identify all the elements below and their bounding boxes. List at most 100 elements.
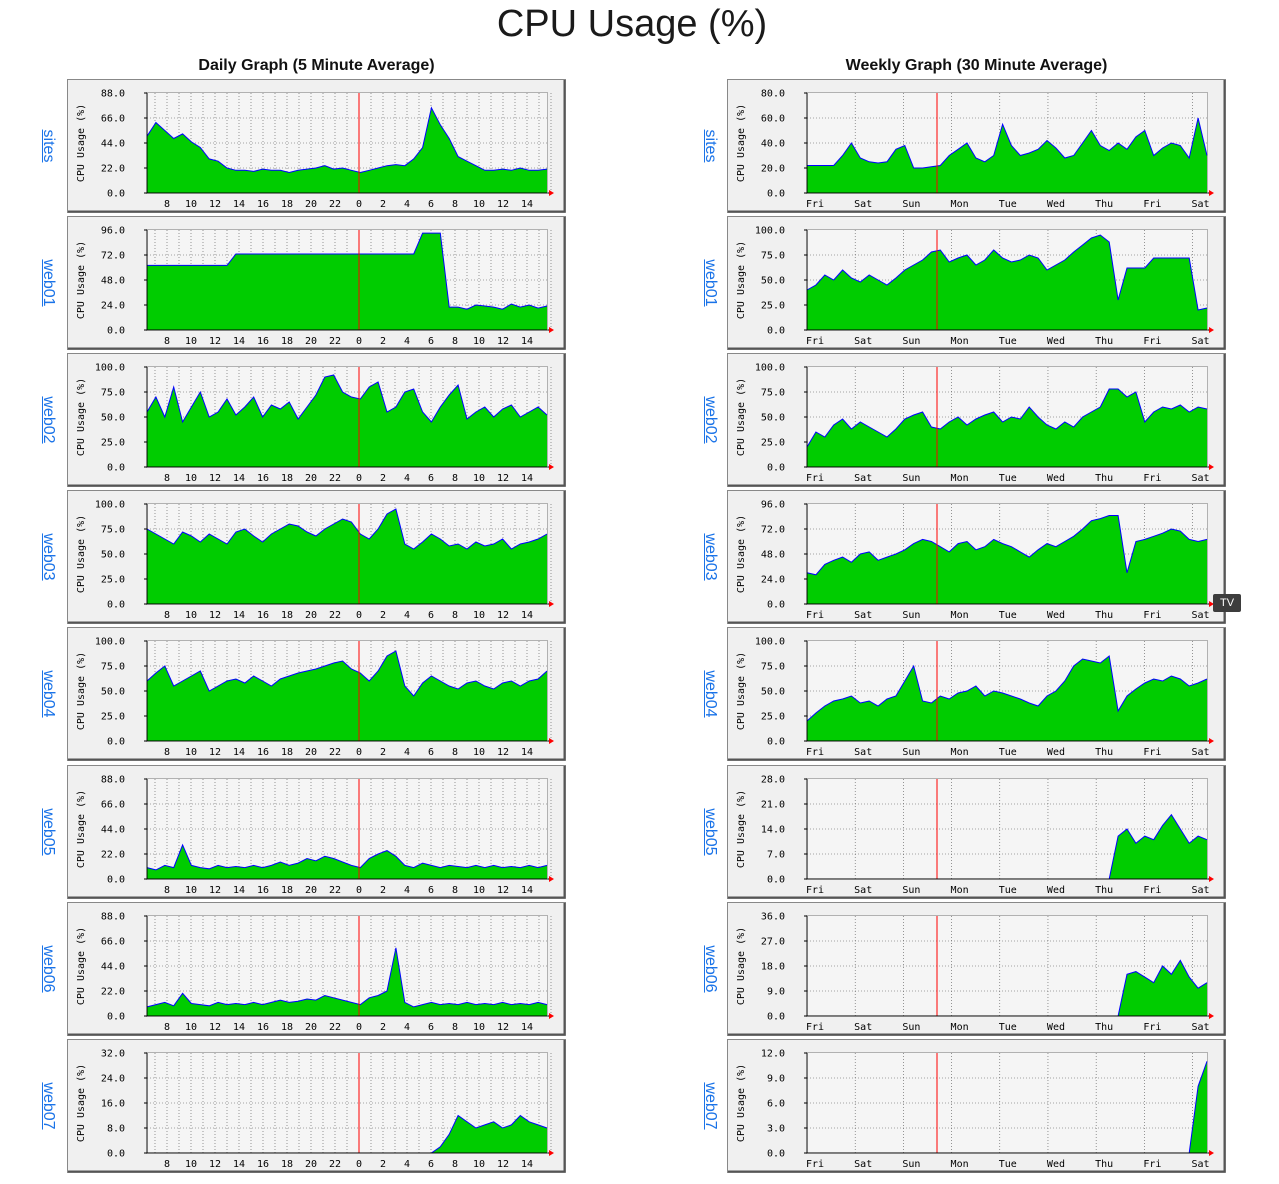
tv-badge[interactable]: TV <box>1213 594 1241 612</box>
host-link[interactable]: web01 <box>702 259 719 307</box>
y-tick-label: 28.0 <box>761 775 785 786</box>
host-link[interactable]: sites <box>702 129 719 163</box>
y-tick-label: 0.0 <box>767 1149 785 1160</box>
host-link[interactable]: web02 <box>702 396 719 444</box>
x-tick-label: 2 <box>380 1159 386 1170</box>
x-tick-label: 16 <box>257 473 269 484</box>
host-link[interactable]: web04 <box>40 670 57 718</box>
sites-daily-host-label: sites <box>38 116 58 176</box>
web07-weekly-host-label: web07 <box>700 1076 720 1136</box>
host-link[interactable]: web03 <box>702 533 719 581</box>
web06-daily-graph: 88.0 66.0 44.0 22.0 0.0 CPU Usage (%) 8 10 12 14 1… <box>67 902 566 1036</box>
x-tick-label: Fri <box>1143 199 1161 210</box>
x-tick-label: Sun <box>902 473 920 484</box>
web05-daily-host-label: web05 <box>38 802 58 862</box>
x-axis-arrow <box>1209 327 1214 333</box>
y-tick-label: 32.0 <box>101 1049 125 1060</box>
x-tick-label: Thu <box>1095 199 1113 210</box>
x-tick-label: 18 <box>281 336 293 347</box>
y-tick-label: 0.0 <box>767 875 785 886</box>
x-tick-label: Wed <box>1047 473 1065 484</box>
x-tick-label: 8 <box>452 1022 458 1033</box>
y-axis-label: CPU Usage (%) <box>76 790 87 868</box>
sites-weekly-graph: 80.0 60.0 40.0 20.0 0.0 CPU Usage (%) Fri Sat Su… <box>727 79 1226 213</box>
web03-weekly-graph: 96.0 72.0 48.0 24.0 0.0 CPU Usage (%) Fri Sat Su… <box>727 490 1226 624</box>
host-link[interactable]: web04 <box>702 670 719 718</box>
host-link[interactable]: web06 <box>702 945 719 993</box>
x-tick-label: 20 <box>305 610 317 621</box>
x-tick-label: 14 <box>521 1159 533 1170</box>
x-axis-arrow <box>549 601 554 607</box>
y-tick-label: 50.0 <box>761 687 785 698</box>
y-axis-label: CPU Usage (%) <box>76 652 87 730</box>
x-tick-label: Sat <box>1192 1022 1210 1033</box>
x-tick-label: 0 <box>356 610 362 621</box>
x-tick-label: Mon <box>951 199 969 210</box>
x-tick-label: 14 <box>233 199 245 210</box>
x-tick-label: 22 <box>329 336 341 347</box>
y-tick-label: 24.0 <box>761 575 785 586</box>
y-tick-label: 25.0 <box>761 712 785 723</box>
y-tick-label: 25.0 <box>761 301 785 312</box>
x-tick-label: 20 <box>305 747 317 758</box>
y-tick-label: 44.0 <box>101 139 125 150</box>
x-tick-label: Sat <box>854 199 872 210</box>
x-tick-label: 8 <box>164 747 170 758</box>
x-tick-label: 14 <box>521 199 533 210</box>
host-link[interactable]: web01 <box>40 259 57 307</box>
cpu-area-series <box>147 509 547 604</box>
x-tick-label: 18 <box>281 610 293 621</box>
cpu-area-series <box>807 656 1207 741</box>
y-tick-label: 25.0 <box>761 438 785 449</box>
y-axis-label: CPU Usage (%) <box>736 1064 747 1142</box>
cpu-area-series <box>147 947 547 1016</box>
x-tick-label: 10 <box>473 610 485 621</box>
host-link[interactable]: web07 <box>702 1082 719 1130</box>
y-tick-label: 75.0 <box>761 251 785 262</box>
y-axis-label: CPU Usage (%) <box>736 241 747 319</box>
cpu-line-series <box>807 117 1208 169</box>
x-tick-label: 4 <box>404 885 410 896</box>
y-tick-label: 6.0 <box>767 1099 785 1110</box>
x-tick-label: 12 <box>209 1022 221 1033</box>
x-tick-label: 22 <box>329 610 341 621</box>
x-tick-label: Fri <box>806 1022 824 1033</box>
host-link[interactable]: web06 <box>40 945 57 993</box>
y-tick-label: 24.0 <box>101 301 125 312</box>
host-link[interactable]: web07 <box>40 1082 57 1130</box>
x-tick-label: 10 <box>185 1159 197 1170</box>
web01-daily-host-label: web01 <box>38 253 58 313</box>
x-tick-label: Tue <box>999 610 1017 621</box>
x-axis-arrow <box>549 464 554 470</box>
y-tick-label: 7.0 <box>767 850 785 861</box>
y-tick-label: 36.0 <box>761 912 785 923</box>
y-tick-label: 100.0 <box>95 500 125 511</box>
host-link[interactable]: web02 <box>40 396 57 444</box>
x-tick-label: Wed <box>1047 336 1065 347</box>
web05-weekly-host-label: web05 <box>700 802 720 862</box>
host-link[interactable]: web05 <box>702 808 719 856</box>
x-tick-label: 12 <box>209 199 221 210</box>
x-tick-label: Sat <box>854 610 872 621</box>
x-tick-label: 16 <box>257 610 269 621</box>
x-tick-label: 16 <box>257 336 269 347</box>
x-tick-label: Tue <box>999 885 1017 896</box>
x-tick-label: Tue <box>999 1022 1017 1033</box>
host-link[interactable]: web05 <box>40 808 57 856</box>
x-tick-label: 2 <box>380 747 386 758</box>
x-axis-arrow <box>549 876 554 882</box>
x-tick-label: 8 <box>452 199 458 210</box>
y-axis-label: CPU Usage (%) <box>76 378 87 456</box>
web06-weekly-graph: 36.0 27.0 18.0 9.0 0.0 CPU Usage (%) Fri Sat Sun… <box>727 902 1226 1036</box>
x-tick-label: 12 <box>497 336 509 347</box>
x-tick-label: 16 <box>257 1022 269 1033</box>
x-axis-arrow <box>1209 190 1214 196</box>
y-tick-label: 44.0 <box>101 962 125 973</box>
host-link[interactable]: sites <box>40 129 57 163</box>
x-tick-label: 6 <box>428 610 434 621</box>
host-link[interactable]: web03 <box>40 533 57 581</box>
x-tick-label: 14 <box>521 610 533 621</box>
x-tick-label: 22 <box>329 199 341 210</box>
x-tick-label: 10 <box>185 885 197 896</box>
x-tick-label: 14 <box>233 473 245 484</box>
